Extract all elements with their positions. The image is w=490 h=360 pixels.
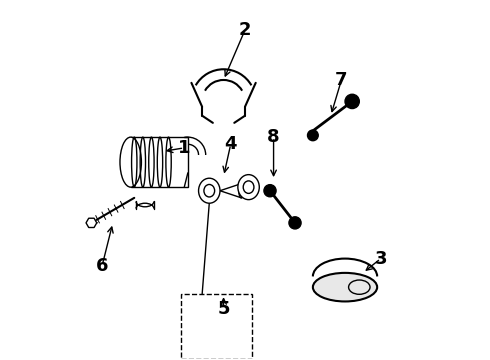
Ellipse shape xyxy=(313,273,377,301)
Text: 3: 3 xyxy=(374,249,387,267)
Text: 7: 7 xyxy=(335,71,348,89)
Circle shape xyxy=(345,94,359,109)
Text: 1: 1 xyxy=(178,139,191,157)
Polygon shape xyxy=(86,218,97,228)
Text: 4: 4 xyxy=(224,135,237,153)
Circle shape xyxy=(289,217,301,229)
Ellipse shape xyxy=(120,137,142,187)
Ellipse shape xyxy=(198,178,220,203)
FancyBboxPatch shape xyxy=(131,137,188,187)
Text: 5: 5 xyxy=(218,300,230,318)
Text: 2: 2 xyxy=(239,21,251,39)
Ellipse shape xyxy=(238,175,259,200)
Bar xyxy=(181,294,252,359)
Circle shape xyxy=(264,185,276,197)
Text: 8: 8 xyxy=(267,128,280,146)
Circle shape xyxy=(308,130,318,141)
Text: 6: 6 xyxy=(96,257,108,275)
